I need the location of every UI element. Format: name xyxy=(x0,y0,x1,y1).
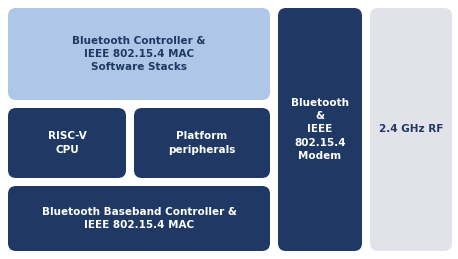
FancyBboxPatch shape xyxy=(8,8,270,100)
Text: Bluetooth Controller &
IEEE 802.15.4 MAC
Software Stacks: Bluetooth Controller & IEEE 802.15.4 MAC… xyxy=(72,36,206,72)
FancyBboxPatch shape xyxy=(278,8,362,251)
Text: Bluetooth Baseband Controller &
IEEE 802.15.4 MAC: Bluetooth Baseband Controller & IEEE 802… xyxy=(42,207,236,230)
Text: 2.4 GHz RF: 2.4 GHz RF xyxy=(379,125,443,134)
Text: Bluetooth
&
IEEE
802.15.4
Modem: Bluetooth & IEEE 802.15.4 Modem xyxy=(291,98,349,161)
FancyBboxPatch shape xyxy=(134,108,270,178)
FancyBboxPatch shape xyxy=(370,8,452,251)
FancyBboxPatch shape xyxy=(8,186,270,251)
Text: RISC-V
CPU: RISC-V CPU xyxy=(48,131,87,155)
Text: Platform
peripherals: Platform peripherals xyxy=(168,131,236,155)
FancyBboxPatch shape xyxy=(8,108,126,178)
